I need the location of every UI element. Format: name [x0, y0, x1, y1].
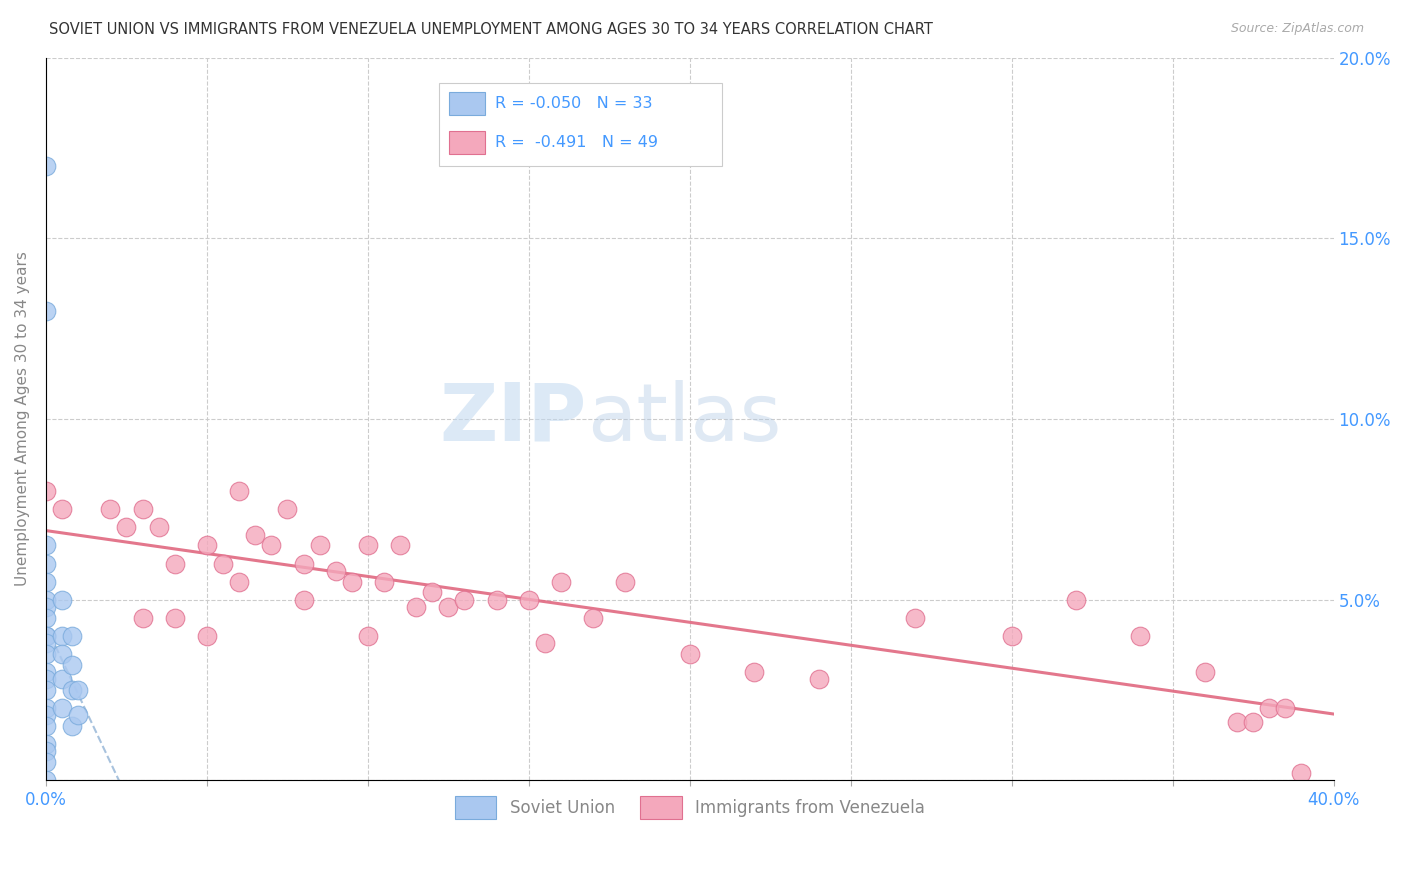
- Point: [614, 574, 637, 589]
- FancyBboxPatch shape: [439, 83, 723, 166]
- Point: [35, 599, 58, 614]
- Point: [260, 538, 283, 552]
- Point: [35, 629, 58, 643]
- Point: [904, 611, 927, 625]
- Point: [292, 557, 315, 571]
- Point: [517, 592, 540, 607]
- Point: [60, 629, 83, 643]
- Point: [1129, 629, 1152, 643]
- Point: [437, 599, 460, 614]
- Point: [51, 672, 73, 686]
- Point: [35, 159, 58, 173]
- Point: [67, 683, 90, 698]
- Point: [212, 557, 235, 571]
- Point: [405, 599, 427, 614]
- Point: [35, 557, 58, 571]
- Point: [35, 629, 58, 643]
- Point: [131, 611, 153, 625]
- Point: [51, 701, 73, 715]
- Point: [373, 574, 395, 589]
- Point: [1291, 766, 1313, 780]
- Point: [1274, 701, 1296, 715]
- Point: [1064, 592, 1087, 607]
- Text: atlas: atlas: [586, 380, 782, 458]
- Point: [35, 672, 58, 686]
- Point: [98, 502, 121, 516]
- FancyBboxPatch shape: [449, 130, 485, 153]
- Point: [1258, 701, 1281, 715]
- Point: [35, 719, 58, 733]
- Point: [35, 737, 58, 751]
- Point: [131, 502, 153, 516]
- Point: [1001, 629, 1024, 643]
- Point: [550, 574, 572, 589]
- Point: [51, 502, 73, 516]
- Point: [534, 636, 557, 650]
- Point: [51, 629, 73, 643]
- Point: [60, 683, 83, 698]
- Point: [485, 592, 508, 607]
- Point: [453, 592, 475, 607]
- Point: [35, 773, 58, 788]
- Point: [51, 592, 73, 607]
- Point: [67, 708, 90, 723]
- Point: [35, 683, 58, 698]
- Text: ZIP: ZIP: [440, 380, 586, 458]
- Point: [228, 574, 250, 589]
- Point: [35, 701, 58, 715]
- Point: [163, 611, 186, 625]
- Point: [742, 665, 765, 679]
- Point: [163, 557, 186, 571]
- Point: [35, 592, 58, 607]
- Point: [148, 520, 170, 534]
- Point: [340, 574, 363, 589]
- Text: Source: ZipAtlas.com: Source: ZipAtlas.com: [1230, 22, 1364, 36]
- Point: [1241, 715, 1264, 730]
- Point: [679, 647, 702, 661]
- Point: [276, 502, 298, 516]
- Point: [35, 611, 58, 625]
- Text: R =  -0.491   N = 49: R = -0.491 N = 49: [495, 135, 658, 150]
- Point: [308, 538, 330, 552]
- Point: [292, 592, 315, 607]
- Point: [35, 708, 58, 723]
- Point: [35, 665, 58, 679]
- Point: [357, 538, 380, 552]
- Point: [1226, 715, 1249, 730]
- FancyBboxPatch shape: [449, 93, 485, 115]
- Point: [389, 538, 412, 552]
- Legend: Soviet Union, Immigrants from Venezuela: Soviet Union, Immigrants from Venezuela: [449, 789, 931, 826]
- Point: [35, 636, 58, 650]
- Point: [357, 629, 380, 643]
- Point: [1194, 665, 1216, 679]
- Point: [51, 647, 73, 661]
- Point: [35, 538, 58, 552]
- Point: [35, 484, 58, 499]
- Point: [228, 484, 250, 499]
- Point: [60, 657, 83, 672]
- Point: [60, 719, 83, 733]
- Point: [115, 520, 138, 534]
- Point: [195, 538, 218, 552]
- Point: [582, 611, 605, 625]
- Point: [325, 564, 347, 578]
- Text: SOVIET UNION VS IMMIGRANTS FROM VENEZUELA UNEMPLOYMENT AMONG AGES 30 TO 34 YEARS: SOVIET UNION VS IMMIGRANTS FROM VENEZUEL…: [49, 22, 934, 37]
- Point: [35, 744, 58, 758]
- Point: [35, 303, 58, 318]
- Point: [195, 629, 218, 643]
- Point: [807, 672, 830, 686]
- Point: [35, 756, 58, 770]
- Point: [35, 647, 58, 661]
- Text: R = -0.050   N = 33: R = -0.050 N = 33: [495, 95, 652, 111]
- Point: [35, 574, 58, 589]
- Y-axis label: Unemployment Among Ages 30 to 34 years: Unemployment Among Ages 30 to 34 years: [15, 252, 30, 586]
- Point: [420, 585, 443, 599]
- Point: [245, 527, 267, 541]
